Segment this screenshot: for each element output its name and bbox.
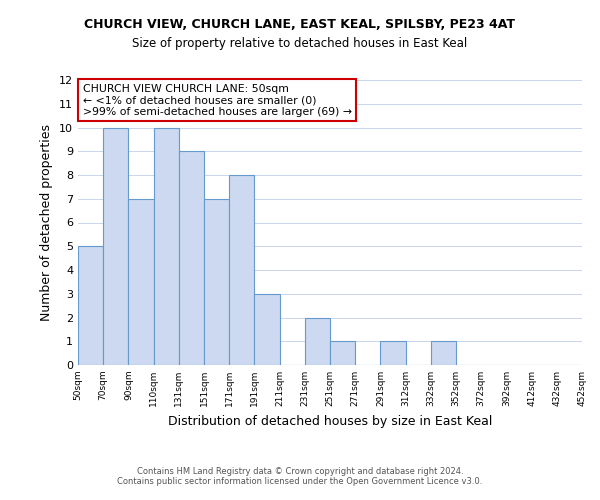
Bar (128, 198, 154, 365)
Bar (254, 294, 280, 365)
Text: CHURCH VIEW, CHURCH LANE, EAST KEAL, SPILSBY, PE23 4AT: CHURCH VIEW, CHURCH LANE, EAST KEAL, SPI… (85, 18, 515, 30)
Bar (103, 128, 128, 365)
Y-axis label: Number of detached properties: Number of detached properties (40, 124, 53, 321)
Bar (78, 246, 103, 365)
Bar (154, 128, 179, 365)
X-axis label: Distribution of detached houses by size in East Keal: Distribution of detached houses by size … (168, 414, 492, 428)
Bar (229, 175, 254, 365)
Bar (204, 198, 229, 365)
Bar (431, 341, 456, 365)
Text: Contains public sector information licensed under the Open Government Licence v3: Contains public sector information licen… (118, 477, 482, 486)
Bar (179, 151, 204, 365)
Text: Contains HM Land Registry data © Crown copyright and database right 2024.: Contains HM Land Registry data © Crown c… (137, 467, 463, 476)
Text: Size of property relative to detached houses in East Keal: Size of property relative to detached ho… (133, 38, 467, 51)
Bar (380, 341, 406, 365)
Bar (330, 341, 355, 365)
Bar (305, 318, 330, 365)
Text: CHURCH VIEW CHURCH LANE: 50sqm
← <1% of detached houses are smaller (0)
>99% of : CHURCH VIEW CHURCH LANE: 50sqm ← <1% of … (83, 84, 352, 117)
